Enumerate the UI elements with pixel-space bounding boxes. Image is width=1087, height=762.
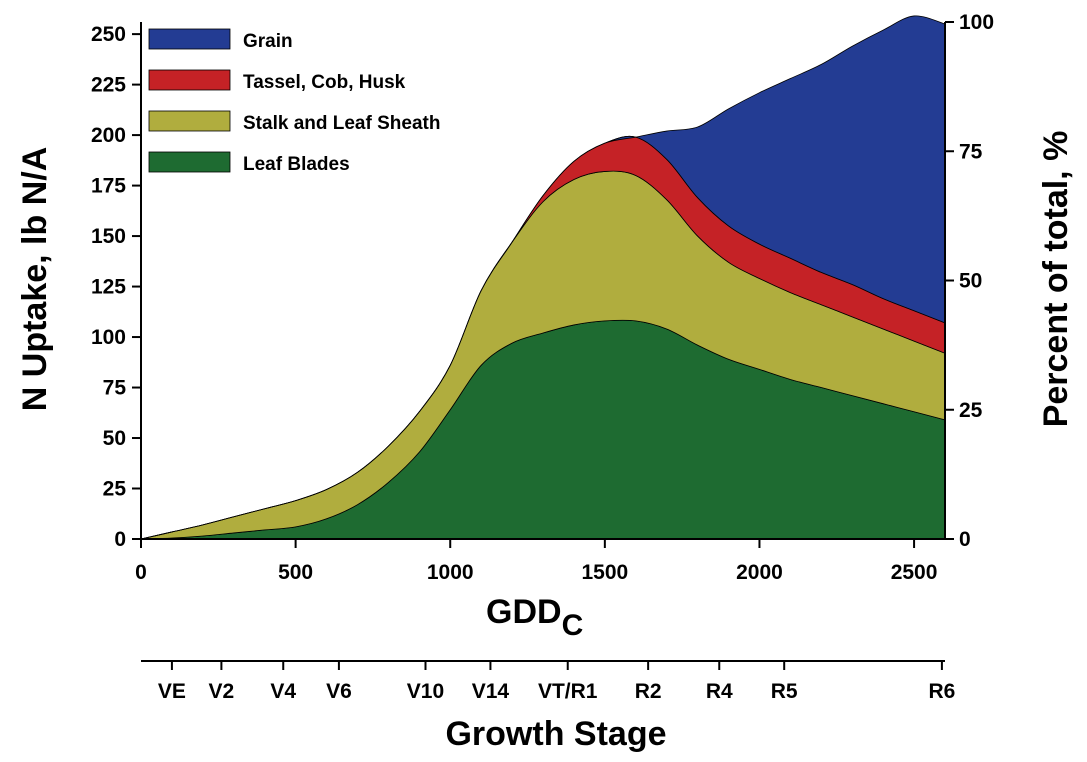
axes: 0 500 1000 1500 2000 250002550751001251501752… bbox=[91, 11, 994, 703]
growth-stage-label: VE bbox=[158, 680, 186, 703]
legend: Grain Tassel, Cob, Husk Stalk and Leaf She… bbox=[148, 28, 440, 175]
y-tick-label: 125 bbox=[91, 276, 126, 299]
y-tick-label: 100 bbox=[91, 326, 126, 349]
legend-label-leaf-blades: Leaf Blades bbox=[243, 154, 350, 175]
y2-axis-title: Percent of total, % bbox=[1037, 131, 1075, 428]
x-tick-label: 500 bbox=[278, 561, 313, 584]
legend-label-grain: Grain bbox=[243, 31, 293, 52]
legend-swatch-grain bbox=[148, 28, 231, 50]
y2-tick-label: 25 bbox=[959, 399, 983, 422]
x-tick-label: 1500 bbox=[581, 561, 628, 584]
x-axis-title-subscript: C bbox=[562, 609, 584, 642]
growth-stage-title: Growth Stage bbox=[445, 715, 666, 753]
y-tick-label: 200 bbox=[91, 124, 126, 147]
growth-stage-label: R4 bbox=[706, 680, 733, 703]
y-tick-label: 225 bbox=[91, 74, 126, 97]
x-tick-label: 0 bbox=[135, 561, 147, 584]
y-tick-label: 25 bbox=[103, 478, 127, 501]
growth-stage-label: V4 bbox=[270, 680, 296, 703]
x-axis-title: GDDC bbox=[486, 593, 583, 642]
growth-stage-label: R2 bbox=[635, 680, 662, 703]
y-tick-label: 0 bbox=[114, 528, 126, 551]
y-tick-label: 250 bbox=[91, 23, 126, 46]
growth-stage-label: V2 bbox=[209, 680, 235, 703]
growth-stage-label: R6 bbox=[928, 680, 955, 703]
y2-tick-label: 75 bbox=[959, 140, 983, 163]
y-tick-label: 50 bbox=[103, 427, 126, 450]
growth-stage-label: V6 bbox=[326, 680, 352, 703]
stacked-areas bbox=[140, 15, 946, 540]
y2-tick-label: 50 bbox=[959, 270, 982, 293]
y-tick-label: 175 bbox=[91, 175, 126, 198]
y2-tick-label: 0 bbox=[959, 528, 971, 551]
y-tick-label: 75 bbox=[103, 377, 127, 400]
growth-stage-label: V14 bbox=[472, 680, 510, 703]
legend-swatch-leaf-blades bbox=[148, 151, 231, 173]
x-tick-label: 2000 bbox=[736, 561, 783, 584]
x-tick-label: 2500 bbox=[891, 561, 938, 584]
y2-tick-label: 100 bbox=[959, 11, 994, 34]
growth-stage-label: V10 bbox=[407, 680, 444, 703]
y-axis-title: N Uptake, lb N/A bbox=[16, 147, 54, 411]
x-tick-label: 1000 bbox=[427, 561, 474, 584]
growth-stage-label: R5 bbox=[771, 680, 798, 703]
y-tick-label: 150 bbox=[91, 225, 126, 248]
growth-stage-label: VT/R1 bbox=[538, 680, 598, 703]
legend-label-stalk-and-leaf-sheath: Stalk and Leaf Sheath bbox=[243, 113, 440, 134]
legend-swatch-stalk-and-leaf-sheath bbox=[148, 110, 231, 132]
legend-swatch-tassel-cob-husk bbox=[148, 69, 231, 91]
legend-label-tassel-cob-husk: Tassel, Cob, Husk bbox=[243, 72, 406, 93]
